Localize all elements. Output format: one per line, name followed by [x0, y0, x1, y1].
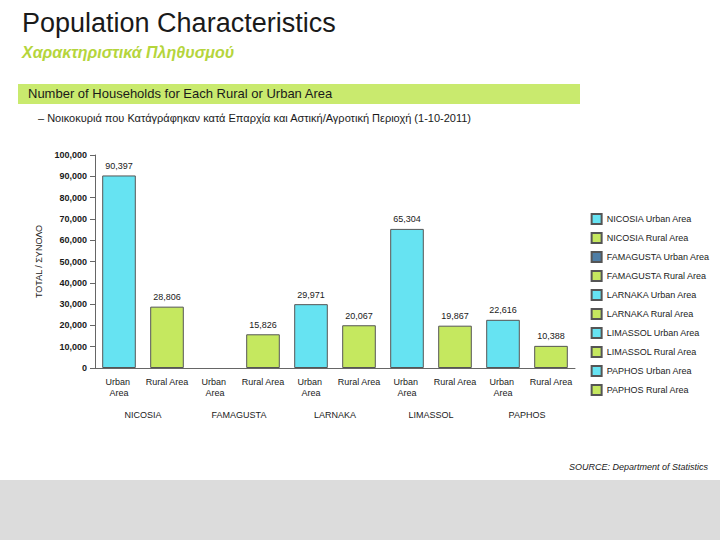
svg-text:65,304: 65,304 [393, 214, 421, 224]
svg-text:NICOSIA Rural Area: NICOSIA Rural Area [607, 233, 689, 243]
svg-text:FAMAGUSTA Urban Area: FAMAGUSTA Urban Area [607, 252, 709, 262]
svg-text:NICOSIA Urban Area: NICOSIA Urban Area [607, 214, 692, 224]
svg-text:TOTAL / ΣΥΝΟΛΟ: TOTAL / ΣΥΝΟΛΟ [34, 225, 44, 298]
svg-text:Rural Area: Rural Area [434, 377, 477, 387]
svg-text:0: 0 [82, 363, 87, 373]
svg-text:Urban: Urban [297, 377, 324, 387]
html-text:– Νοικοκυριά που Κατάγράφηκαν: – Νοικοκυριά που Κατάγράφηκαν κατά Επαρχ… [38, 112, 471, 124]
svg-text:28,806: 28,806 [153, 292, 181, 302]
svg-text:70,000: 70,000 [59, 214, 87, 224]
svg-text:PAPHOS Urban Area: PAPHOS Urban Area [607, 366, 692, 376]
svg-text:Rural Area: Rural Area [530, 377, 573, 387]
html-text:Population Characteristics: Population Characteristics [22, 8, 336, 38]
svg-text:LARNAKA Rural Area: LARNAKA Rural Area [607, 309, 694, 319]
svg-text:Rural Area: Rural Area [242, 377, 285, 387]
svg-text:Rural Area: Rural Area [338, 377, 381, 387]
svg-text:Area: Area [205, 388, 224, 398]
html-text:Χαρακτηριστικά Πληθυσμού: Χαρακτηριστικά Πληθυσμού [22, 44, 235, 61]
html-text:Number of Households for Each: Number of Households for Each Rural or U… [28, 86, 333, 101]
svg-text:90,000: 90,000 [59, 171, 87, 181]
svg-text:19,867: 19,867 [441, 311, 469, 321]
svg-text:90,397: 90,397 [105, 161, 133, 171]
svg-text:LIMASSOL Rural Area: LIMASSOL Rural Area [607, 347, 697, 357]
svg-text:Urban: Urban [201, 377, 228, 387]
svg-text:Area: Area [397, 388, 416, 398]
svg-text:29,971: 29,971 [297, 290, 325, 300]
svg-text:80,000: 80,000 [59, 193, 87, 203]
svg-text:Rural Area: Rural Area [146, 377, 189, 387]
svg-text:Urban: Urban [489, 377, 516, 387]
svg-text:NICOSIA: NICOSIA [124, 410, 161, 420]
svg-text:LIMASSOL Urban Area: LIMASSOL Urban Area [607, 328, 700, 338]
svg-text:PAPHOS Rural Area: PAPHOS Rural Area [607, 385, 689, 395]
svg-text:LARNAKA Urban Area: LARNAKA Urban Area [607, 290, 697, 300]
svg-text:Area: Area [301, 388, 320, 398]
svg-text:LIMASSOL: LIMASSOL [408, 410, 453, 420]
svg-text:10,388: 10,388 [537, 331, 565, 341]
svg-text:Area: Area [493, 388, 512, 398]
svg-text:15,826: 15,826 [249, 320, 277, 330]
html-text:SOURCE: Department of Statisti: SOURCE: Department of Statistics [569, 462, 708, 472]
svg-text:FAMAGUSTA: FAMAGUSTA [212, 410, 267, 420]
svg-text:Urban: Urban [393, 377, 420, 387]
svg-text:20,000: 20,000 [59, 320, 87, 330]
svg-text:Urban: Urban [105, 377, 132, 387]
svg-text:FAMAGUSTA Rural Area: FAMAGUSTA Rural Area [607, 271, 706, 281]
svg-text:50,000: 50,000 [59, 257, 87, 267]
svg-text:100,000: 100,000 [54, 150, 87, 160]
svg-text:LARNAKA: LARNAKA [314, 410, 356, 420]
svg-text:22,616: 22,616 [489, 305, 517, 315]
svg-text:20,067: 20,067 [345, 311, 373, 321]
svg-text:40,000: 40,000 [59, 278, 87, 288]
svg-text:60,000: 60,000 [59, 235, 87, 245]
svg-text:PAPHOS: PAPHOS [509, 410, 546, 420]
svg-text:30,000: 30,000 [59, 299, 87, 309]
svg-text:Area: Area [109, 388, 128, 398]
svg-text:10,000: 10,000 [59, 342, 87, 352]
